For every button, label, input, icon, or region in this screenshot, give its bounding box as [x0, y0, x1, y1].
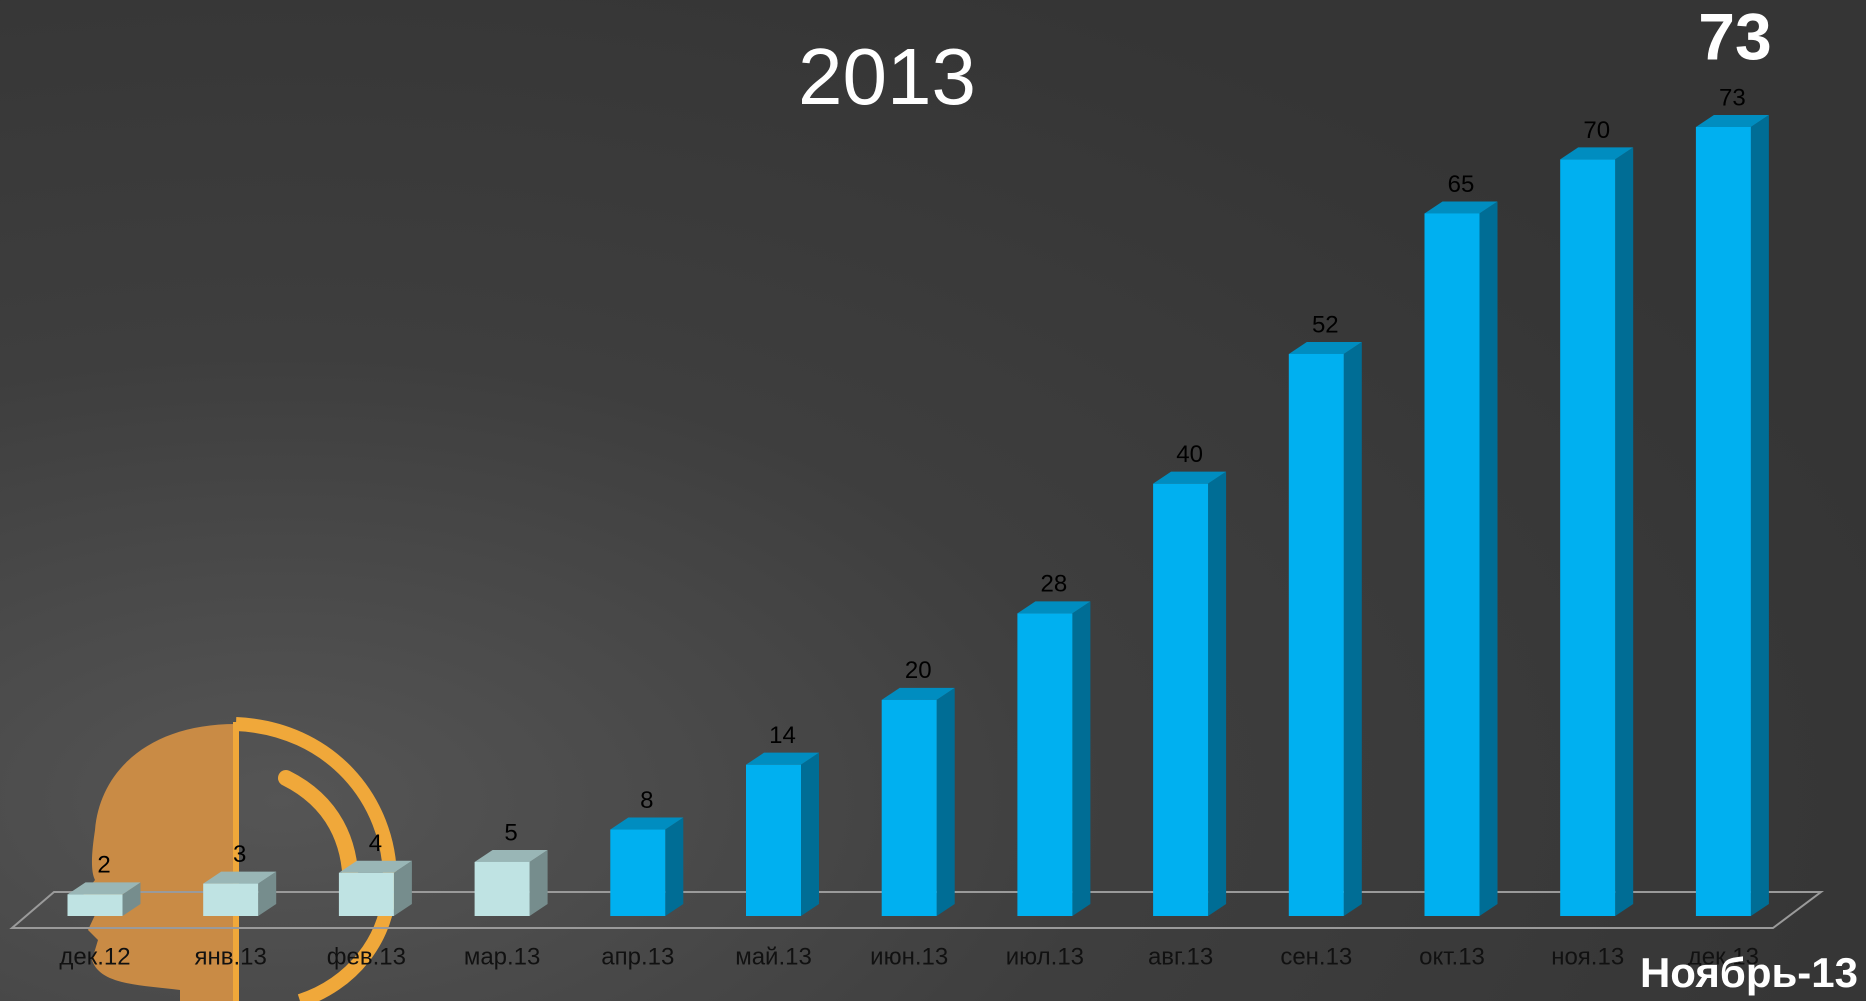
x-tick-label: фев.13 — [327, 943, 406, 970]
bar-top — [1424, 201, 1498, 214]
data-label: 8 — [640, 787, 653, 814]
bar-side — [393, 860, 412, 916]
bar-top — [474, 849, 548, 862]
bar-side — [1343, 341, 1362, 916]
x-tick-label: сен.13 — [1280, 943, 1352, 970]
bar — [67, 894, 123, 916]
bar-top — [881, 687, 955, 700]
bar-top — [203, 871, 277, 884]
bar-side — [258, 871, 277, 916]
bar — [474, 861, 530, 916]
bar — [338, 872, 394, 916]
data-label: 3 — [233, 841, 246, 868]
x-tick-label: май.13 — [735, 943, 812, 970]
bar — [746, 764, 801, 916]
data-label: 14 — [769, 722, 796, 749]
bar-side — [1615, 147, 1634, 916]
bar — [1424, 213, 1480, 916]
bar — [881, 699, 937, 916]
data-label: 4 — [369, 830, 382, 857]
bar — [1695, 127, 1751, 916]
data-label: 5 — [504, 819, 517, 846]
bar-top — [1695, 115, 1769, 127]
bar — [1017, 613, 1073, 916]
x-tick-label: окт.13 — [1419, 943, 1485, 970]
highlight-value: 73 — [1698, 0, 1771, 73]
x-tick-label: дек.13 — [1688, 943, 1759, 970]
floor — [9, 891, 1824, 929]
bar-side — [1750, 115, 1769, 916]
bar — [1288, 353, 1344, 916]
x-tick-label: июл.13 — [1006, 943, 1084, 970]
bar-side — [1479, 201, 1498, 916]
data-label: 2 — [97, 852, 110, 879]
bar-side — [1208, 471, 1227, 916]
bar — [1560, 159, 1616, 916]
bar-top — [1017, 601, 1091, 614]
data-label: 52 — [1312, 311, 1339, 338]
bar — [203, 883, 259, 916]
bars: 2 3 4 5 8 14 20 28 40 52 65 70 73 — [67, 84, 1769, 916]
chart-title: 2013 — [798, 32, 976, 121]
x-tick-label: авг.13 — [1148, 943, 1213, 970]
x-tick-label: апр.13 — [601, 943, 674, 970]
bar-side — [936, 687, 955, 916]
bar-side — [529, 849, 548, 916]
data-label: 73 — [1719, 84, 1746, 111]
x-tick-label: дек.12 — [59, 943, 130, 970]
bar-side — [1072, 601, 1091, 916]
x-tick-label: мар.13 — [464, 943, 541, 970]
bar — [1153, 483, 1209, 916]
data-label: 20 — [905, 657, 932, 684]
bar-side — [665, 817, 684, 916]
data-label: 65 — [1448, 171, 1475, 198]
x-tick-label: янв.13 — [195, 943, 267, 970]
x-tick-label: ноя.13 — [1551, 943, 1624, 970]
bar-top — [1560, 147, 1634, 160]
bar-top — [1288, 341, 1362, 354]
data-label: 70 — [1583, 117, 1610, 144]
date-label: Ноябрь-13 — [1640, 949, 1858, 996]
bar-top — [67, 882, 141, 895]
bar-top — [1153, 471, 1227, 484]
bar-top — [746, 752, 819, 765]
bar — [610, 829, 666, 916]
bar-top — [610, 817, 684, 830]
data-label: 28 — [1041, 571, 1068, 598]
bar-side — [122, 882, 141, 916]
bar-top — [338, 860, 412, 873]
data-label: 40 — [1176, 441, 1203, 468]
x-tick-label: июн.13 — [870, 943, 948, 970]
bar-side — [801, 752, 819, 916]
